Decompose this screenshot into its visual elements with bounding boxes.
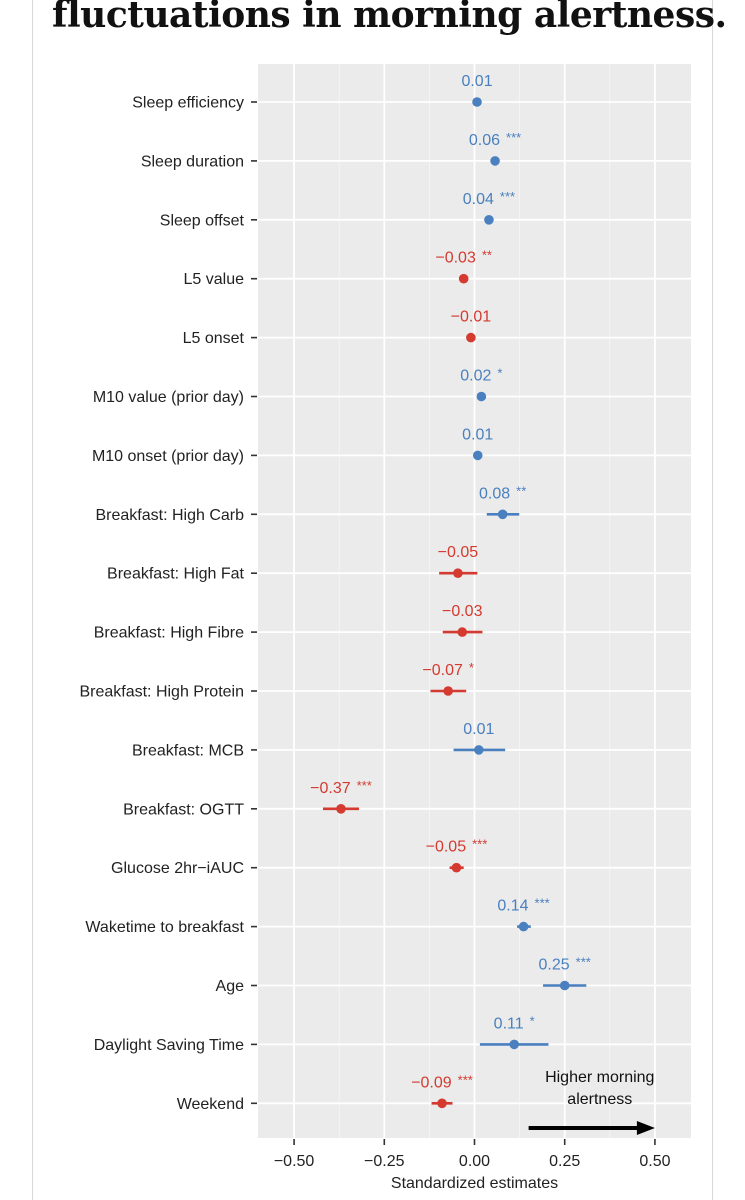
significance-stars: ***: [500, 189, 515, 204]
y-tick-label: L5 onset: [183, 330, 245, 347]
estimate-point: [509, 1039, 519, 1050]
significance-stars: ***: [472, 837, 487, 852]
significance-stars: ***: [535, 896, 550, 911]
estimate-point: [466, 332, 476, 343]
estimate-label: 0.08 **: [479, 483, 526, 502]
estimate-value: −0.03: [442, 603, 483, 620]
significance-stars: *: [530, 1013, 535, 1028]
alertness-annotation: Higher morning: [545, 1069, 654, 1086]
estimate-point: [451, 862, 462, 873]
y-tick-label: Breakfast: High Carb: [95, 507, 244, 524]
estimate-value: 0.02: [460, 368, 491, 385]
estimate-value: −0.05: [426, 839, 467, 856]
estimate-point: [472, 97, 482, 107]
estimate-value: −0.07: [422, 662, 463, 679]
estimate-point: [336, 804, 346, 814]
estimate-label: 0.02 *: [460, 366, 502, 385]
estimate-label: −0.07 *: [422, 660, 474, 679]
estimate-label: 0.25 ***: [539, 955, 591, 974]
alertness-arrow-head: [636, 1121, 655, 1135]
y-tick-label: Breakfast: High Protein: [79, 684, 244, 701]
estimate-point: [484, 215, 494, 225]
estimate-value: 0.11: [494, 1015, 524, 1032]
estimate-label: −0.03: [442, 603, 483, 620]
x-tick-label: 0.50: [639, 1153, 670, 1170]
x-tick-label: 0.00: [459, 1153, 490, 1170]
estimate-value: 0.01: [461, 73, 492, 90]
significance-stars: ***: [458, 1072, 473, 1087]
y-tick-label: Sleep efficiency: [132, 95, 244, 112]
significance-stars: **: [482, 248, 492, 263]
significance-stars: ***: [506, 130, 521, 145]
estimate-label: 0.01: [462, 426, 493, 443]
y-tick-label: Glucose 2hr−iAUC: [111, 860, 244, 877]
estimate-point: [437, 1098, 447, 1109]
estimate-value: 0.14: [497, 898, 528, 915]
estimate-label: −0.01: [451, 309, 492, 326]
estimate-point: [497, 509, 508, 520]
y-tick-label: Sleep offset: [160, 212, 245, 229]
y-tick-label: Sleep duration: [141, 153, 244, 170]
article-headline: fluctuations in morning alertness.: [52, 0, 727, 36]
estimate-point: [472, 450, 483, 461]
estimate-value: 0.04: [463, 191, 494, 208]
estimate-value: −0.37: [310, 780, 351, 797]
y-tick-label: Breakfast: High Fat: [107, 566, 245, 583]
estimate-label: −0.09 ***: [411, 1072, 473, 1091]
significance-stars: *: [497, 366, 502, 381]
y-tick-label: Waketime to breakfast: [85, 919, 244, 936]
estimate-point: [453, 568, 463, 578]
y-tick-label: Weekend: [177, 1096, 244, 1113]
significance-stars: **: [516, 483, 526, 498]
estimate-value: −0.05: [438, 544, 479, 561]
estimate-point: [490, 156, 500, 166]
estimate-value: 0.08: [479, 485, 510, 502]
estimate-point: [474, 745, 484, 755]
y-tick-label: M10 onset (prior day): [92, 448, 244, 465]
estimate-label: 0.01: [463, 721, 494, 738]
alertness-annotation: alertness: [567, 1091, 632, 1108]
y-tick-label: Age: [216, 978, 245, 995]
estimate-label: −0.05 ***: [426, 837, 488, 856]
estimate-point: [443, 686, 453, 696]
estimate-label: 0.11 *: [494, 1013, 535, 1032]
estimate-value: 0.25: [539, 957, 570, 974]
estimate-point: [457, 627, 468, 637]
x-axis-title: Standardized estimates: [391, 1175, 558, 1192]
estimate-point: [559, 980, 570, 991]
x-tick-label: 0.25: [549, 1153, 580, 1170]
estimate-value: 0.06: [469, 132, 500, 149]
estimate-point: [458, 273, 469, 284]
significance-stars: *: [469, 660, 474, 675]
significance-stars: ***: [357, 778, 372, 793]
estimate-value: 0.01: [462, 426, 493, 443]
y-tick-label: Breakfast: High Fibre: [94, 625, 244, 642]
estimate-label: −0.37 ***: [310, 778, 372, 797]
estimate-label: 0.01: [461, 73, 492, 90]
y-tick-label: L5 value: [184, 271, 245, 288]
estimate-point: [476, 391, 487, 402]
estimate-value: −0.03: [435, 250, 476, 267]
significance-stars: ***: [576, 955, 591, 970]
estimate-label: −0.03 **: [435, 248, 492, 267]
estimate-label: 0.04 ***: [463, 189, 515, 208]
y-tick-label: M10 value (prior day): [93, 389, 244, 406]
estimate-value: −0.01: [451, 309, 492, 326]
page-border-left: [32, 0, 33, 1200]
y-tick-label: Breakfast: OGTT: [123, 801, 244, 818]
estimate-value: −0.09: [411, 1074, 452, 1091]
estimate-point: [518, 921, 529, 932]
estimate-label: 0.06 ***: [469, 130, 521, 149]
y-tick-label: Breakfast: MCB: [132, 742, 244, 759]
estimate-value: 0.01: [463, 721, 494, 738]
y-tick-label: Daylight Saving Time: [94, 1037, 244, 1054]
page-border-right: [712, 0, 713, 1200]
x-tick-label: −0.50: [274, 1153, 315, 1170]
estimate-label: 0.14 ***: [497, 896, 549, 915]
estimate-label: −0.05: [438, 544, 479, 561]
x-tick-label: −0.25: [364, 1153, 405, 1170]
